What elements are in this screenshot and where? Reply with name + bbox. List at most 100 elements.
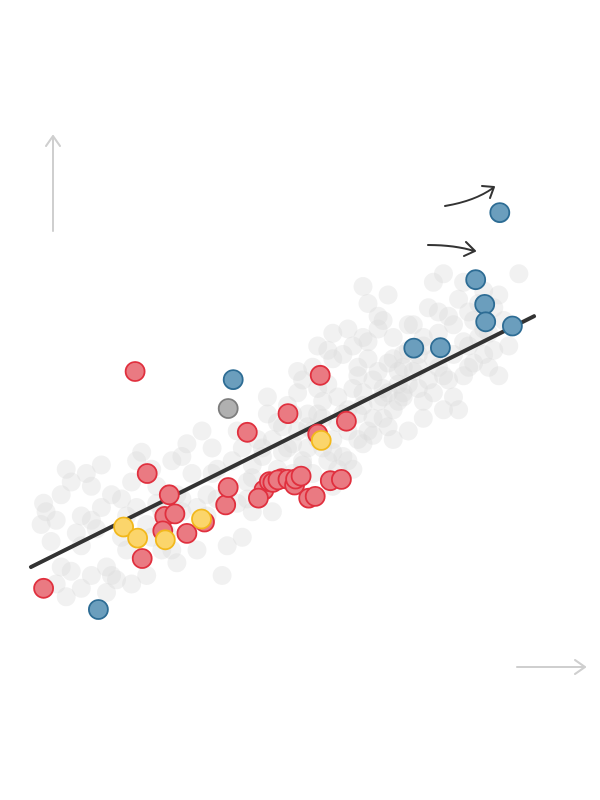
background-point [484,340,504,360]
background-point [71,506,91,526]
background-point [66,523,86,543]
background-point [388,391,408,411]
red-point [124,361,146,382]
background-point [368,362,388,381]
background-point [358,332,378,352]
yellow-point [154,529,176,551]
red-point [33,577,54,599]
background-point [318,340,338,360]
background-point [459,302,479,322]
background-point [288,383,308,403]
background-point [378,285,398,305]
yellow-point [113,516,134,538]
blue-point [475,311,497,333]
blue-point [502,315,523,337]
background-point [177,434,197,454]
background-point [358,294,378,313]
background-point [413,408,433,428]
background-point [338,319,358,339]
background-point [46,510,66,530]
background-point [137,566,157,585]
background-point [97,583,116,602]
background-point [378,353,398,373]
background-point [393,387,413,407]
blue-point [429,337,451,359]
background-point [459,357,479,377]
background-point [192,421,212,441]
trend-line-layer [29,314,536,569]
background-point [61,561,81,581]
yellow-point [127,527,149,549]
background-point [91,498,111,517]
red-point [215,494,237,516]
background-point [102,566,121,585]
background-point [71,578,91,598]
background-point [454,332,474,352]
background-point [358,421,378,441]
background-point [418,298,438,318]
background-point [31,515,51,534]
background-point [383,349,403,369]
red-point [277,403,299,425]
background-point [373,408,393,428]
red-point [136,463,158,484]
background-point [353,328,373,347]
background-point [51,485,71,505]
background-point [197,485,217,505]
background-point [257,387,277,407]
red-point [217,477,239,498]
annotation-arrow-icon [444,185,495,207]
background-point [363,425,383,445]
background-point [383,400,403,420]
background-point [187,540,207,560]
background-point [91,455,111,475]
red-point [330,468,352,490]
background-point [167,553,187,573]
background-point [489,366,509,386]
background-point [237,472,257,492]
background-point [217,536,237,556]
background-point [393,383,413,403]
background-point [363,408,383,428]
highlighted-points [33,202,523,620]
background-point [172,447,192,466]
background-point [76,464,96,483]
background-point [262,502,282,522]
background-point [102,485,121,505]
background-point [36,502,56,522]
background-point [434,264,453,284]
background-point [383,328,403,347]
background-point [398,421,418,441]
background-point [434,366,453,386]
background-point [509,264,529,284]
background-point [444,315,463,335]
background-point [413,391,433,411]
background-point [232,527,252,547]
background-point [363,370,383,390]
background-point [162,451,182,471]
annotation-arrow-icon [427,241,476,257]
background-point [257,404,277,424]
red-point [335,410,357,432]
annotation-arrows [427,185,495,257]
background-point [449,400,469,420]
background-point [373,311,393,330]
background-point [464,353,484,373]
background-point [348,366,368,386]
background-point [358,349,378,369]
background-point [398,315,418,335]
background-point [388,362,408,381]
background-point [61,472,81,492]
background-point [378,417,398,437]
background-point [41,532,61,551]
background-point [252,447,272,466]
blue-point [403,337,425,359]
background-point [308,336,328,356]
background-point [353,277,373,296]
yellow-point [191,508,212,530]
red-point [309,364,331,386]
background-point [202,438,222,458]
trend-line [29,314,536,569]
background-point [403,315,423,335]
